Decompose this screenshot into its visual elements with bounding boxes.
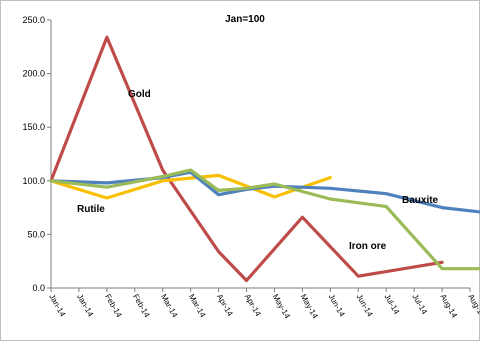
- x-tick-label: Feb-14: [103, 293, 124, 320]
- x-tick-label: Aug-14: [438, 293, 459, 320]
- x-tick-label: May-14: [271, 293, 292, 321]
- chart-title: Jan=100: [225, 14, 265, 25]
- y-tick-label: 0.0: [32, 283, 45, 293]
- x-tick-label: Mar-14: [187, 293, 208, 320]
- x-tick-label: Jun-14: [355, 293, 375, 319]
- y-tick-label: 100.0: [22, 176, 45, 186]
- x-tick-label: Jul-14: [382, 293, 401, 317]
- series-label-rutile: Rutile: [77, 204, 105, 215]
- series-label-iron-ore: Iron ore: [349, 241, 387, 252]
- y-axis: 0.0 50.0 100.0 150.0 200.0 250.0: [22, 15, 52, 293]
- x-ticks: Jan-14 Jan-14 Feb-14 Feb-14 Mar-14 Mar-14 Apr-…: [47, 288, 480, 321]
- x-tick-label: May-14: [299, 293, 320, 321]
- y-ticks: 0.0 50.0 100.0 150.0 200.0 250.0: [22, 15, 51, 293]
- series-line-rutile: [49, 173, 332, 200]
- series-label-gold: Gold: [128, 89, 151, 100]
- x-tick-label: Jul-14: [410, 293, 429, 317]
- y-tick-label: 250.0: [22, 15, 45, 25]
- y-tick-label: 150.0: [22, 122, 45, 132]
- x-tick-label: Aug-14: [466, 293, 480, 320]
- x-tick-label: Mar-14: [159, 293, 180, 320]
- x-tick-label: Apr-14: [243, 293, 263, 319]
- series-label-bauxite: Bauxite: [402, 195, 439, 206]
- x-tick-label: Jan-14: [75, 293, 95, 319]
- y-tick-label: 200.0: [22, 69, 45, 79]
- series-line-gold: [49, 35, 444, 283]
- x-tick-label: Jun-14: [327, 293, 347, 319]
- series-layer: [49, 35, 480, 283]
- x-tick-label: Jan-14: [47, 293, 67, 319]
- x-tick-label: Apr-14: [215, 293, 235, 319]
- y-tick-label: 50.0: [27, 229, 45, 239]
- x-tick-label: Feb-14: [131, 293, 152, 320]
- series-line-iron-ore: [49, 168, 480, 271]
- x-axis: Jan-14 Jan-14 Feb-14 Feb-14 Mar-14 Mar-14 Apr-…: [47, 287, 480, 321]
